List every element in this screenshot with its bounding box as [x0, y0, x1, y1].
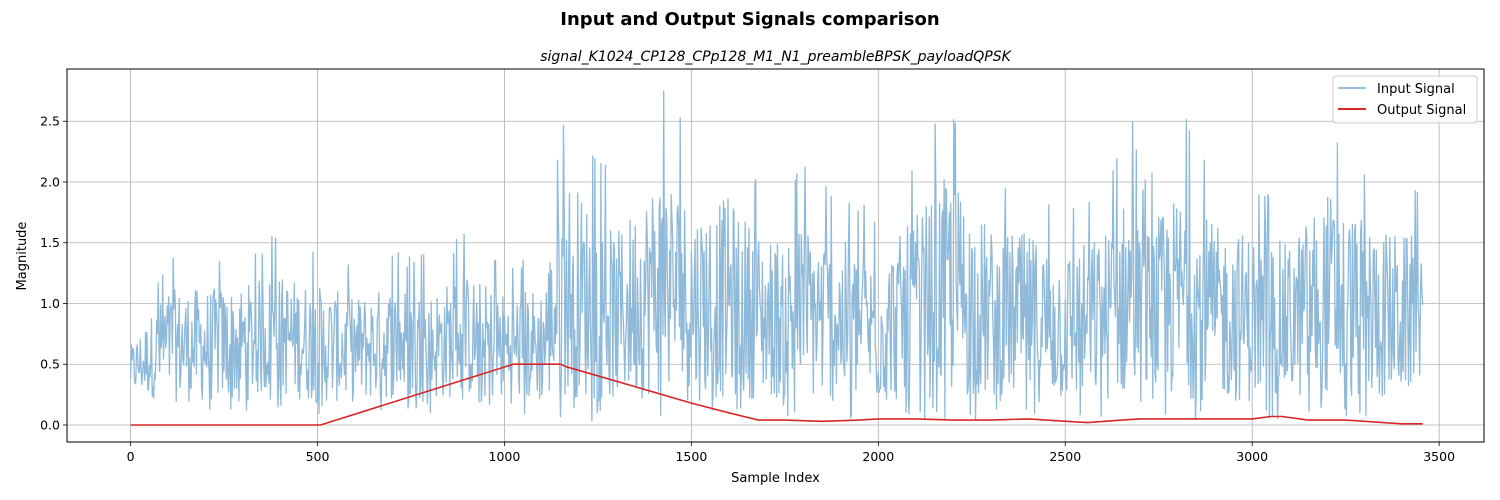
x-tick-label: 3000	[1236, 449, 1268, 464]
legend-label-output: Output Signal	[1377, 103, 1466, 118]
y-tick-label: 0.0	[40, 417, 60, 432]
input-signal-line	[129, 90, 1424, 422]
x-tick-label: 0	[127, 449, 135, 464]
output-signal-series	[130, 363, 1423, 426]
x-tick-label: 1000	[489, 449, 521, 464]
x-axis-label: Sample Index	[731, 471, 820, 486]
x-tick-label: 500	[306, 449, 330, 464]
y-tick-label: 1.0	[40, 296, 60, 311]
y-tick-label: 1.5	[40, 235, 60, 250]
y-axis-label: Magnitude	[15, 222, 30, 291]
plot-frame	[66, 68, 1485, 443]
input-signal-series	[129, 90, 1424, 422]
output-signal-line	[130, 363, 1423, 426]
chart-title: Input and Output Signals comparison	[560, 9, 939, 30]
x-tick-label: 1500	[675, 449, 707, 464]
y-tick-label: 2.5	[40, 114, 60, 129]
legend-box	[1332, 75, 1478, 124]
y-tick-label: 0.5	[40, 357, 60, 372]
grid-lines	[67, 69, 1484, 442]
chart-subtitle: signal_K1024_CP128_CPp128_M1_N1_preamble…	[540, 49, 1012, 65]
axis-ticks: 0 500 1000 1500 2000 2500 3000 3500 0.0 0.5 1.0 1.5…	[40, 114, 1455, 464]
x-tick-label: 2000	[862, 449, 894, 464]
x-tick-label: 3500	[1423, 449, 1455, 464]
y-tick-label: 2.0	[40, 174, 60, 189]
x-tick-label: 2500	[1049, 449, 1081, 464]
legend: Input Signal Output Signal	[1332, 75, 1478, 124]
legend-label-input: Input Signal	[1377, 82, 1455, 97]
